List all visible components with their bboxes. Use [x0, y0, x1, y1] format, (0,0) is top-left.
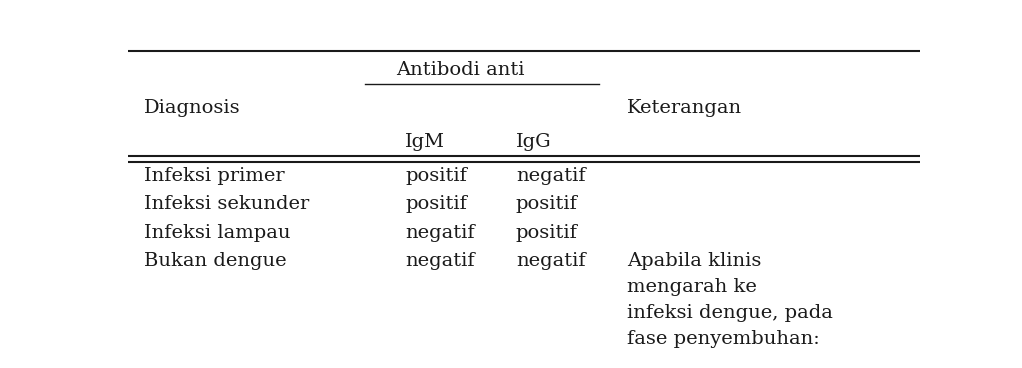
Text: Infeksi lampau: Infeksi lampau	[143, 224, 290, 242]
Text: negatif: negatif	[405, 252, 474, 270]
Text: negatif: negatif	[405, 224, 474, 242]
Text: IgM: IgM	[405, 133, 445, 151]
Text: Antibodi anti: Antibodi anti	[397, 61, 524, 79]
Text: negatif: negatif	[516, 252, 586, 270]
Text: Bukan dengue: Bukan dengue	[143, 252, 286, 270]
Text: Infeksi sekunder: Infeksi sekunder	[143, 195, 309, 213]
Text: Keterangan: Keterangan	[626, 99, 742, 117]
Text: positif: positif	[405, 195, 467, 213]
Text: Apabila klinis
mengarah ke
infeksi dengue, pada
fase penyembuhan:: Apabila klinis mengarah ke infeksi dengu…	[626, 252, 833, 347]
Text: IgG: IgG	[516, 133, 552, 151]
Text: Infeksi primer: Infeksi primer	[143, 167, 284, 185]
Text: Diagnosis: Diagnosis	[143, 99, 240, 117]
Text: positif: positif	[516, 224, 577, 242]
Text: negatif: negatif	[516, 167, 586, 185]
Text: positif: positif	[405, 167, 467, 185]
Text: positif: positif	[516, 195, 577, 213]
